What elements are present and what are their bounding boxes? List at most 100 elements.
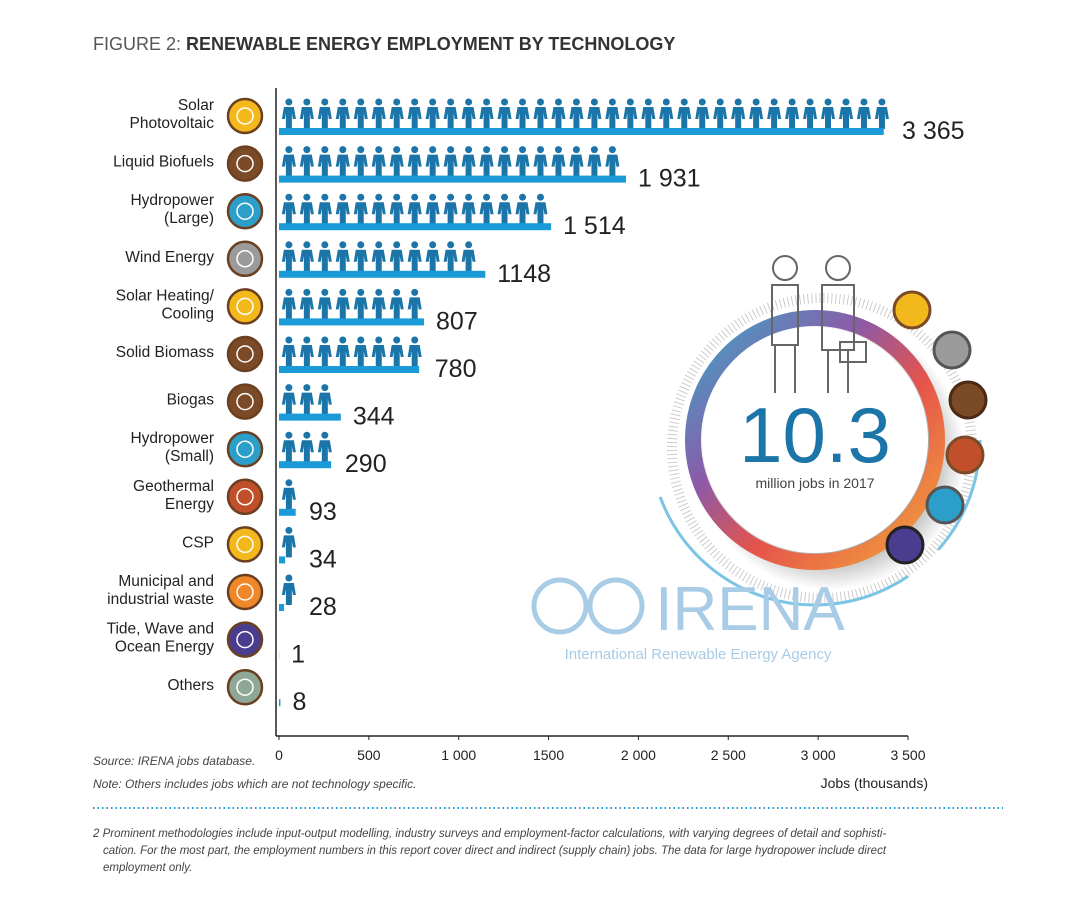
person-icon bbox=[389, 336, 404, 367]
figure-label: FIGURE 2: bbox=[93, 34, 181, 54]
person-body bbox=[317, 107, 332, 129]
person-head bbox=[608, 146, 616, 154]
person-body bbox=[281, 154, 296, 177]
person-icon bbox=[281, 574, 296, 605]
value-label: 780 bbox=[435, 355, 477, 383]
x-tick-label: 3 000 bbox=[801, 747, 836, 763]
person-head bbox=[357, 146, 365, 154]
person-body bbox=[425, 107, 440, 129]
person-icon bbox=[641, 98, 656, 129]
category-icon-inner bbox=[236, 250, 254, 268]
person-head bbox=[285, 146, 293, 154]
person-icon bbox=[389, 98, 404, 129]
person-head bbox=[572, 146, 580, 154]
center-graphic: 10.3 million jobs in 2017 bbox=[648, 255, 988, 607]
person-body bbox=[371, 107, 386, 129]
person-icon bbox=[767, 98, 782, 129]
person-icon bbox=[281, 193, 296, 225]
person-icon bbox=[515, 193, 530, 225]
person-icon bbox=[281, 431, 296, 463]
person-body bbox=[856, 107, 871, 129]
person-icon bbox=[281, 479, 296, 510]
person-head bbox=[626, 98, 634, 106]
person-head bbox=[716, 98, 724, 106]
person-head bbox=[519, 193, 527, 201]
person-icon bbox=[317, 241, 332, 272]
person-icon bbox=[299, 98, 314, 129]
person-body bbox=[838, 107, 853, 129]
person-icon bbox=[874, 98, 889, 129]
person-head bbox=[411, 336, 419, 344]
person-head bbox=[788, 98, 796, 106]
person-body bbox=[299, 392, 314, 415]
person-body bbox=[515, 154, 530, 177]
category-label: Hydropower (Large) bbox=[130, 192, 214, 227]
person-icon bbox=[407, 336, 422, 367]
person-head bbox=[465, 146, 473, 154]
person-head bbox=[860, 98, 868, 106]
person-icon bbox=[353, 98, 368, 129]
person-head bbox=[339, 193, 347, 201]
person-head bbox=[590, 146, 598, 154]
person-body bbox=[353, 345, 368, 367]
person-body bbox=[299, 154, 314, 177]
person-body bbox=[461, 202, 476, 225]
logo-name: IRENA bbox=[655, 575, 845, 644]
person-icon bbox=[838, 98, 853, 129]
person-icon bbox=[371, 288, 386, 320]
person-icon bbox=[461, 241, 476, 272]
person-icon bbox=[353, 336, 368, 367]
person-icon bbox=[353, 146, 368, 177]
person-head bbox=[285, 479, 293, 487]
person-head bbox=[339, 146, 347, 154]
person-body bbox=[389, 249, 404, 272]
person-icon bbox=[677, 98, 692, 129]
person-body bbox=[533, 107, 548, 129]
person-body bbox=[299, 107, 314, 129]
person-body bbox=[281, 345, 296, 367]
person-body bbox=[317, 202, 332, 225]
person-body bbox=[281, 297, 296, 320]
person-head bbox=[411, 146, 419, 154]
person-body bbox=[299, 249, 314, 272]
person-icon bbox=[353, 288, 368, 320]
person-body bbox=[371, 297, 386, 320]
bar bbox=[279, 270, 486, 278]
person-head bbox=[393, 98, 401, 106]
person-head bbox=[321, 193, 329, 201]
person-head bbox=[321, 384, 329, 392]
person-icon bbox=[569, 146, 584, 177]
person-body bbox=[335, 297, 350, 320]
category-icon-inner bbox=[236, 535, 254, 554]
category-icon bbox=[226, 430, 264, 468]
value-label: 34 bbox=[309, 545, 337, 573]
person-head bbox=[375, 288, 383, 296]
person-icon bbox=[335, 193, 350, 225]
person-body bbox=[281, 440, 296, 463]
person-head bbox=[303, 431, 311, 439]
bar bbox=[279, 604, 285, 611]
category-label: Biogas bbox=[167, 392, 215, 409]
category-icon-inner bbox=[236, 440, 254, 458]
category-icon bbox=[226, 383, 264, 420]
category-label: Others bbox=[167, 677, 214, 694]
value-label: 290 bbox=[345, 450, 387, 478]
category-icon bbox=[226, 621, 264, 658]
person-head bbox=[321, 288, 329, 296]
category-icon-inner bbox=[236, 202, 254, 220]
person-head bbox=[393, 241, 401, 249]
person-icon bbox=[299, 241, 314, 272]
person-body bbox=[371, 345, 386, 367]
person-body bbox=[299, 440, 314, 463]
person-head bbox=[339, 241, 347, 249]
person-head bbox=[501, 98, 509, 106]
person-icon bbox=[353, 241, 368, 272]
person-body bbox=[785, 107, 800, 129]
person-head bbox=[429, 241, 437, 249]
person-body bbox=[443, 154, 458, 177]
person-head bbox=[824, 98, 832, 106]
person-head bbox=[285, 526, 293, 534]
person-icon bbox=[407, 241, 422, 272]
person-head bbox=[321, 431, 329, 439]
bar bbox=[279, 223, 552, 231]
